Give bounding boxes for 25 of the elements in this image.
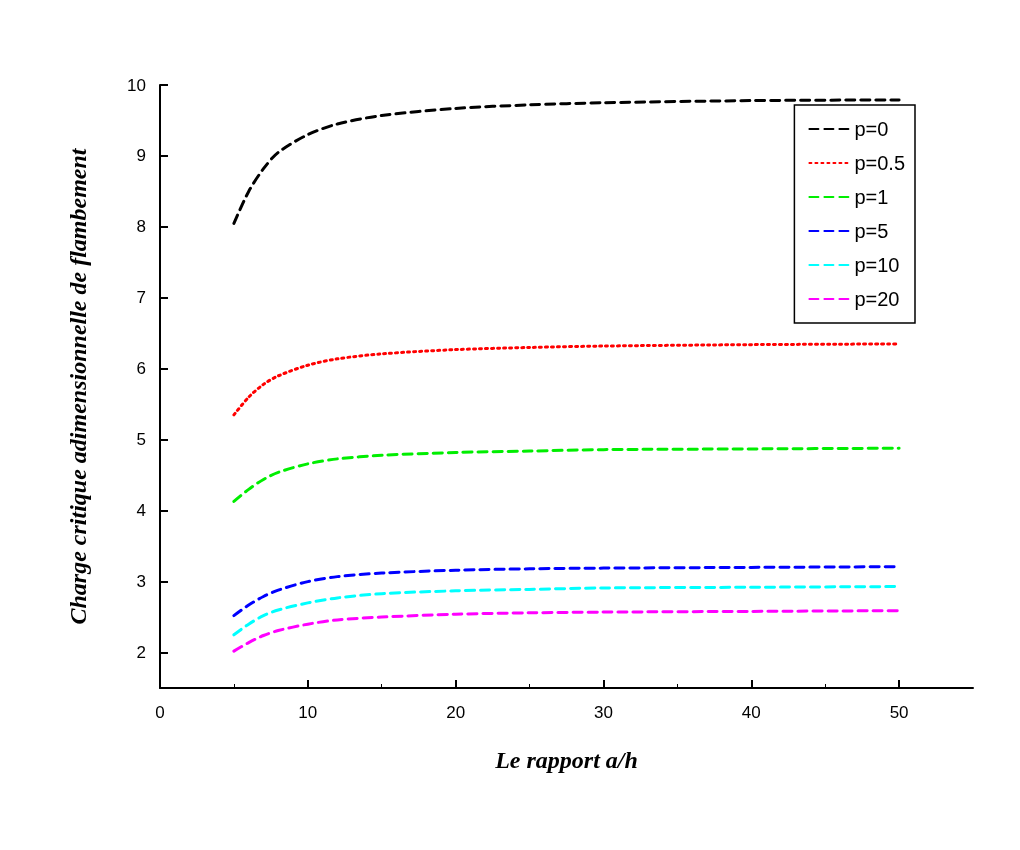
legend-label: p=20: [854, 288, 900, 310]
y-tick-label: 8: [136, 217, 146, 237]
line-series: [232, 609, 901, 653]
line-series: [232, 446, 901, 503]
legend-label: p=0: [854, 118, 889, 140]
y-tick-label: 5: [136, 430, 146, 450]
x-tick-label: 20: [446, 703, 466, 722]
y-tick-label: 7: [136, 288, 146, 308]
x-tick-label: 30: [593, 703, 613, 722]
y-axis-title: Charge critique adimensionnelle de flambement: [65, 147, 91, 625]
y-tick-label: 3: [136, 572, 146, 592]
y-tick-label: 9: [136, 146, 146, 166]
y-tick-label: 2: [136, 643, 146, 663]
legend-label: p=1: [854, 186, 889, 208]
x-tick-label: 40: [741, 703, 761, 722]
legend-label: p=10: [854, 254, 900, 276]
y-tick-label: 6: [136, 359, 146, 379]
x-tick-label: 50: [889, 703, 909, 722]
legend-label: p=5: [854, 220, 889, 242]
y-tick-label: 4: [136, 501, 146, 521]
x-tick-label: 0: [155, 703, 165, 722]
x-tick-label: 10: [298, 703, 318, 722]
y-tick-label: 10: [127, 75, 146, 95]
x-axis-title: Le rapport a/h: [494, 747, 638, 773]
legend-label: p=0.5: [854, 152, 905, 174]
